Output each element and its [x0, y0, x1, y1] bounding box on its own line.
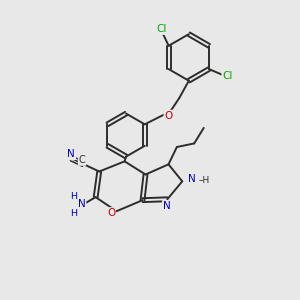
- Text: C: C: [79, 155, 86, 165]
- Text: N: N: [163, 201, 171, 211]
- Text: N: N: [68, 149, 75, 159]
- Text: O: O: [107, 208, 115, 218]
- Text: H: H: [70, 192, 77, 201]
- Text: O: O: [164, 111, 172, 121]
- Text: N: N: [188, 174, 196, 184]
- Text: N: N: [78, 199, 86, 209]
- Text: Cl: Cl: [222, 70, 233, 81]
- Text: Cl: Cl: [157, 24, 167, 34]
- Text: H: H: [70, 209, 77, 218]
- Text: –H: –H: [199, 176, 210, 185]
